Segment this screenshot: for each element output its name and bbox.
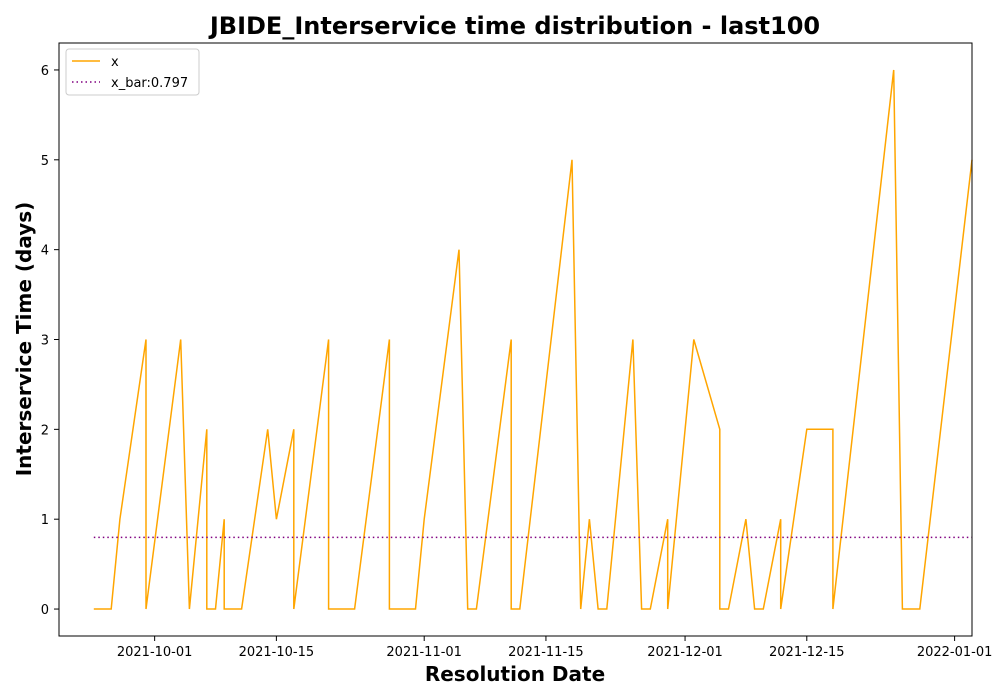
- legend: x x_bar:0.797: [65, 48, 200, 96]
- series-line-x: [93, 69, 973, 610]
- legend-label-x-bar: x_bar:0.797: [111, 76, 188, 91]
- legend-label-x: x: [111, 55, 119, 70]
- y-tick-label: 0: [41, 603, 49, 618]
- y-tick-label: 5: [41, 154, 49, 169]
- x-tick-label: 2021-12-15: [769, 645, 845, 660]
- x-tick-label: 2021-11-01: [386, 645, 462, 660]
- y-tick-label: 1: [41, 513, 49, 528]
- x-tick-label: 2022-01-01: [917, 645, 993, 660]
- y-tick-label: 3: [41, 334, 49, 349]
- x-axis-ticks: 2021-10-01 2021-10-15 2021-11-01 2021-11-15…: [117, 636, 993, 660]
- plot-lines: [93, 69, 973, 610]
- y-tick-label: 4: [41, 244, 49, 259]
- y-axis-label: Interservice Time (days): [12, 202, 36, 477]
- x-tick-label: 2021-11-15: [508, 645, 584, 660]
- y-tick-label: 2: [41, 423, 49, 438]
- x-tick-label: 2021-10-01: [117, 645, 193, 660]
- y-axis-ticks: 0 1 2 3 4 5 6: [41, 64, 59, 618]
- y-tick-label: 6: [41, 64, 49, 79]
- x-tick-label: 2021-12-01: [647, 645, 723, 660]
- x-axis-label: Resolution Date: [425, 662, 605, 686]
- chart-title: JBIDE_Interservice time distribution - l…: [208, 12, 820, 40]
- x-tick-label: 2021-10-15: [239, 645, 315, 660]
